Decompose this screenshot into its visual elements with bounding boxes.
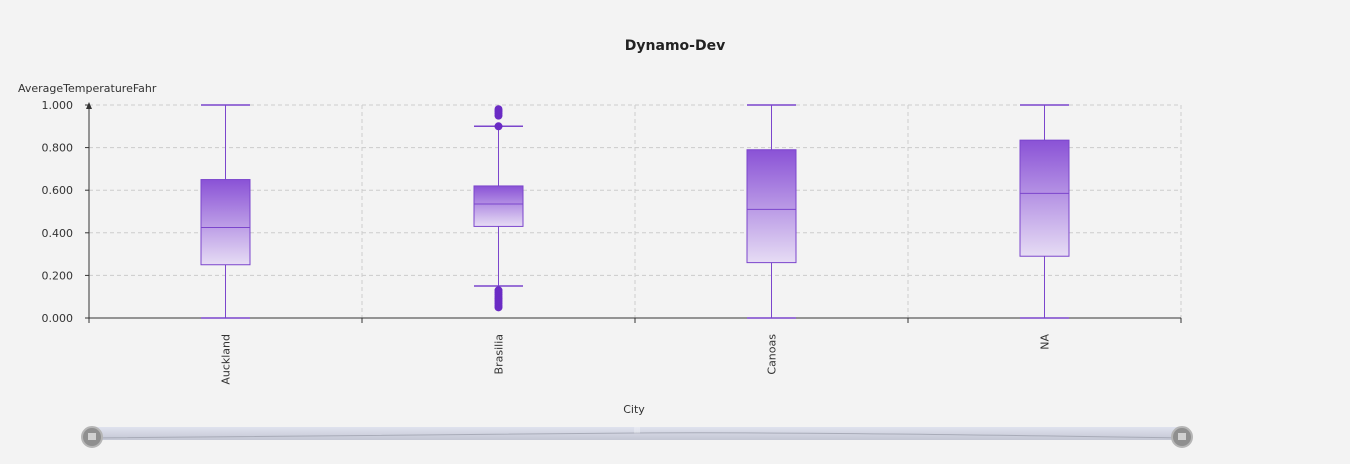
- plot-area: 0.000 0.200 0.400 0.600 0.800 1.000 Auckland Br…: [42, 99, 1182, 385]
- y-tick-label: 0.400: [42, 227, 74, 240]
- box-canoas[interactable]: [746, 149, 797, 264]
- slider-preview-line: [90, 432, 1184, 439]
- x-tick-label: Brasilia: [493, 334, 506, 374]
- y-tick-label: 0.600: [42, 184, 74, 197]
- slider-grip-icon: |||: [634, 427, 640, 434]
- y-tick-label: 0.800: [42, 142, 74, 155]
- range-slider[interactable]: |||: [90, 426, 1184, 441]
- x-tick-label: NA: [1039, 334, 1052, 350]
- y-tick-label: 0.200: [42, 269, 74, 282]
- y-axis-arrow-icon: [86, 102, 92, 109]
- y-axis-label: AverageTemperatureFahr: [18, 82, 157, 95]
- box-brasilia[interactable]: [473, 185, 524, 227]
- box-auckland[interactable]: [200, 179, 251, 266]
- slider-handle-right[interactable]: [1171, 426, 1193, 448]
- y-tick-label: 0.000: [42, 312, 74, 325]
- chart-title: Dynamo-Dev: [624, 38, 726, 54]
- x-axis-label: City: [623, 403, 645, 416]
- outlier-point[interactable]: [494, 105, 503, 114]
- box-na[interactable]: [1019, 139, 1070, 257]
- slider-handle-left[interactable]: [81, 426, 103, 448]
- outlier-point[interactable]: [494, 286, 503, 295]
- x-tick-label: Canoas: [766, 334, 779, 375]
- outlier-point[interactable]: [494, 122, 503, 131]
- x-tick-label: Auckland: [220, 334, 233, 385]
- y-tick-label: 1.000: [42, 99, 74, 112]
